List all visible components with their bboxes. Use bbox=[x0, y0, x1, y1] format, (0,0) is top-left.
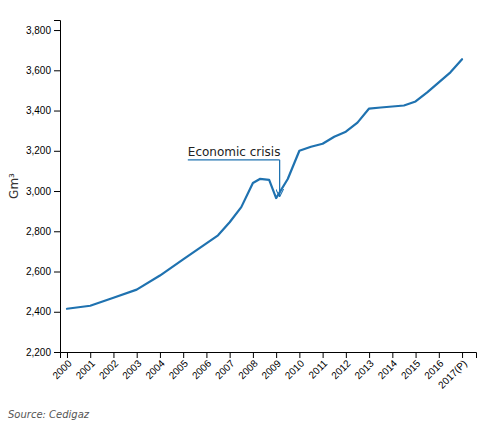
x-tick-mark bbox=[346, 352, 347, 358]
y-tick-mark bbox=[54, 191, 60, 192]
chart: 2000200120022003200420052006200720082009… bbox=[0, 0, 494, 426]
x-tick: 2017(P) bbox=[436, 352, 469, 391]
y-tick-label: 3,000 bbox=[26, 186, 51, 197]
x-tick-label: 2011 bbox=[306, 357, 329, 380]
y-tick-label: 2,400 bbox=[26, 306, 51, 317]
x-tick: 2005 bbox=[167, 352, 191, 381]
source-note: Source: Cedigaz bbox=[8, 409, 90, 420]
x-tick-mark bbox=[113, 352, 114, 358]
x-tick-mark bbox=[90, 352, 91, 358]
y-tick: 2,200 bbox=[26, 347, 60, 358]
annotation-arrow bbox=[279, 160, 280, 196]
x-tick-mark bbox=[439, 352, 440, 358]
y-tick: 2,600 bbox=[26, 266, 60, 277]
annotations: Economic crisis bbox=[188, 145, 281, 196]
x-tick-label: 2017(P) bbox=[436, 358, 469, 391]
x-tick: 2002 bbox=[97, 352, 121, 381]
x-tick-mark bbox=[392, 352, 393, 358]
y-axis: 2,200 2,400 2,600 2,800 3,000 3,200 3,400 3,600… bbox=[26, 21, 61, 358]
y-tick-mark bbox=[54, 30, 60, 31]
x-tick-label: 2001 bbox=[74, 357, 98, 381]
x-tick-mark bbox=[462, 352, 463, 358]
x-tick: 2001 bbox=[74, 352, 98, 381]
x-tick: 2009 bbox=[259, 352, 283, 381]
x-tick: 2012 bbox=[329, 352, 353, 381]
x-tick-mark bbox=[276, 352, 277, 358]
x-tick-label: 2000 bbox=[50, 357, 74, 381]
x-tick-mark bbox=[230, 352, 231, 358]
x-tick-label: 2012 bbox=[329, 357, 353, 381]
x-tick: 2015 bbox=[399, 352, 423, 381]
y-tick-label: 3,800 bbox=[26, 25, 51, 36]
x-tick-mark bbox=[253, 352, 254, 358]
x-tick: 2004 bbox=[143, 352, 167, 381]
x-tick-label: 2003 bbox=[120, 357, 144, 381]
marks bbox=[67, 59, 462, 309]
y-tick: 3,200 bbox=[26, 145, 60, 156]
x-tick-mark bbox=[183, 352, 184, 358]
x-tick: 2000 bbox=[50, 352, 74, 381]
x-tick-mark bbox=[67, 352, 68, 358]
x-tick-label: 2013 bbox=[352, 357, 376, 381]
y-tick-label: 3,400 bbox=[26, 105, 51, 116]
y-tick-mark bbox=[54, 70, 60, 71]
x-tick-label: 2009 bbox=[259, 357, 283, 381]
x-tick-label: 2010 bbox=[283, 357, 307, 381]
x-tick-label: 2002 bbox=[97, 357, 121, 381]
y-tick-label: 2,800 bbox=[26, 226, 51, 237]
x-tick: 2008 bbox=[236, 352, 260, 381]
y-tick-mark bbox=[54, 151, 60, 152]
y-tick-label: 2,600 bbox=[26, 266, 51, 277]
y-tick: 3,600 bbox=[26, 65, 60, 76]
y-tick: 2,400 bbox=[26, 306, 60, 317]
x-tick-label: 2004 bbox=[143, 357, 167, 381]
x-tick-mark bbox=[369, 352, 370, 358]
x-tick: 2003 bbox=[120, 352, 144, 381]
x-tick: 2010 bbox=[283, 352, 307, 381]
y-tick-label: 2,200 bbox=[26, 347, 51, 358]
y-tick-mark bbox=[54, 231, 60, 232]
x-tick-mark bbox=[323, 352, 324, 358]
y-tick: 2,800 bbox=[26, 226, 60, 237]
x-tick-mark bbox=[206, 352, 207, 358]
x-tick: 2007 bbox=[213, 352, 237, 381]
x-tick-mark bbox=[137, 352, 138, 358]
y-tick-mark bbox=[54, 272, 60, 273]
x-tick-mark bbox=[160, 352, 161, 358]
x-axis: 2000200120022003200420052006200720082009… bbox=[50, 352, 476, 391]
y-tick-mark bbox=[54, 312, 60, 313]
x-tick-label: 2007 bbox=[213, 357, 237, 381]
x-tick: 2006 bbox=[190, 352, 214, 381]
plot: 2000200120022003200420052006200720082009… bbox=[26, 21, 477, 391]
y-tick-label: 3,200 bbox=[26, 145, 51, 156]
x-tick-mark bbox=[299, 352, 300, 358]
annotation-text: Economic crisis bbox=[188, 145, 281, 159]
series-line bbox=[67, 59, 462, 309]
x-tick-label: 2015 bbox=[399, 357, 423, 381]
y-tick-mark bbox=[54, 111, 60, 112]
x-tick-mark bbox=[416, 352, 417, 358]
x-tick-label: 2005 bbox=[167, 357, 191, 381]
x-tick-label: 2014 bbox=[376, 357, 400, 381]
x-tick-label: 2006 bbox=[190, 357, 214, 381]
y-tick: 3,400 bbox=[26, 105, 60, 116]
y-axis-title: Gm³ bbox=[7, 173, 21, 199]
x-tick: 2011 bbox=[306, 352, 329, 381]
x-tick-label: 2008 bbox=[236, 357, 260, 381]
y-tick: 3,000 bbox=[26, 186, 60, 197]
y-tick: 3,800 bbox=[26, 25, 60, 36]
y-axis-line bbox=[54, 21, 61, 353]
x-tick: 2014 bbox=[376, 352, 400, 381]
y-tick-mark bbox=[54, 352, 60, 353]
y-tick-label: 3,600 bbox=[26, 65, 51, 76]
x-tick: 2013 bbox=[352, 352, 376, 381]
annotation-underline bbox=[188, 159, 280, 160]
